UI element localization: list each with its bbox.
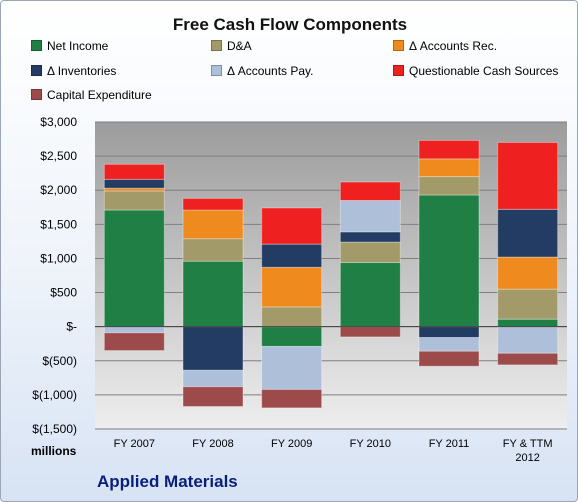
x-tick-label: FY 2009	[271, 438, 312, 450]
bar-segment	[339, 241, 401, 264]
x-tick-label: 2012	[515, 452, 539, 464]
bar-segment	[182, 209, 244, 240]
bar-segment	[339, 199, 401, 233]
bar-segment	[182, 386, 244, 407]
legend-label: Δ Inventories	[47, 64, 117, 78]
legend-item-accounts-rec: Δ Accounts Rec.	[393, 39, 497, 53]
bar-segment	[261, 326, 323, 347]
x-tick-label: FY & TTM	[503, 438, 553, 450]
bar-segment	[418, 158, 480, 178]
bar-segment	[103, 209, 165, 328]
bar-segment	[182, 197, 244, 211]
y-tick-label: $3,000	[40, 115, 77, 129]
bar-segment	[497, 318, 559, 328]
bar-segment	[418, 337, 480, 352]
x-tick-label: FY 2008	[192, 438, 233, 450]
bar-segment	[103, 190, 165, 211]
legend-label: D&A	[227, 39, 252, 53]
bar-segment	[497, 326, 559, 354]
legend-swatch	[211, 65, 222, 76]
bar-segment	[261, 345, 323, 390]
bar-segment	[261, 243, 323, 268]
bar-segment	[182, 260, 244, 328]
y-tick-label: $-	[66, 320, 77, 334]
y-tick-label: $(1,000)	[32, 388, 77, 402]
bar-segment	[103, 332, 165, 352]
legend-label: Capital Expenditure	[47, 88, 152, 102]
bar-segment	[261, 306, 323, 328]
x-tick-label: FY 2011	[429, 438, 470, 450]
bar-segment	[182, 326, 244, 371]
bar-segment	[497, 352, 559, 366]
legend-label: Questionable Cash Sources	[409, 64, 559, 78]
legend-label: Δ Accounts Rec.	[409, 39, 498, 53]
bar-segment	[339, 181, 401, 201]
x-tick-label: FY 2010	[350, 438, 391, 450]
y-tick-label: $2,000	[40, 183, 77, 197]
unit-label: millions	[31, 444, 77, 458]
bar-segment	[103, 163, 165, 180]
legend-item-net-income: Net Income	[31, 39, 108, 53]
bar-segment	[418, 194, 480, 328]
bar-segment	[418, 176, 480, 196]
company-name: Applied Materials	[97, 472, 238, 491]
legend-label: Net Income	[47, 39, 109, 53]
chart-title: Free Cash Flow Components	[172, 15, 408, 34]
bar-segment	[418, 139, 480, 160]
bar-segment	[339, 326, 401, 338]
bar-segment	[261, 388, 323, 409]
bar-segment	[261, 207, 323, 245]
legend-swatch	[393, 65, 404, 76]
bar-segment	[103, 326, 165, 334]
bar-segment	[418, 326, 480, 339]
bar-segment	[339, 262, 401, 328]
legend-item-capital-expenditure: Capital Expenditure	[31, 88, 152, 102]
legend-swatch	[393, 40, 404, 51]
legend-item-da: D&A	[211, 39, 252, 53]
bar-segment	[103, 178, 165, 189]
plot-background	[95, 122, 567, 429]
bar-segment	[497, 256, 559, 290]
legend-swatch	[211, 40, 222, 51]
y-tick-label: $2,500	[40, 149, 77, 163]
bar-segment	[497, 208, 559, 258]
y-tick-label: $(500)	[42, 354, 77, 368]
bar-segment	[339, 231, 401, 243]
y-tick-label: $1,500	[40, 217, 77, 231]
legend-item-inventories: Δ Inventories	[31, 64, 116, 78]
y-tick-label: $(1,500)	[32, 422, 77, 436]
legend-item-questionable-cash: Questionable Cash Sources	[393, 64, 558, 78]
x-tick-label: FY 2007	[114, 438, 155, 450]
y-tick-label: $1,000	[40, 251, 77, 265]
bar-segment	[497, 141, 559, 210]
legend-label: Δ Accounts Pay.	[227, 64, 314, 78]
legend-item-accounts-pay: Δ Accounts Pay.	[211, 64, 314, 78]
bar-segment	[182, 369, 244, 388]
legend-swatch	[31, 89, 42, 100]
bar-segment	[182, 238, 244, 262]
legend-swatch	[31, 65, 42, 76]
bar-segment	[418, 350, 480, 367]
bar-segment	[497, 288, 559, 320]
legend-swatch	[31, 40, 42, 51]
bar-segment	[261, 266, 323, 308]
y-tick-label: $500	[50, 286, 77, 300]
